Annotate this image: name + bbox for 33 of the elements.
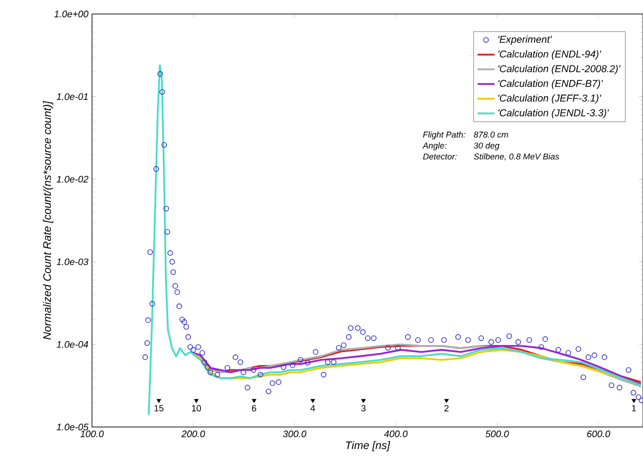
legend-label: 'Calculation (JEFF-3.1)' — [498, 94, 602, 104]
y-tick-label: 1.0e-05 — [56, 424, 89, 430]
annotation: 878.0 cm — [474, 132, 508, 138]
annotation: 1 — [632, 405, 636, 412]
x-axis-title: Time [ns] — [346, 441, 390, 452]
annotation: Flight Path: — [423, 131, 466, 140]
annotation: 30 deg — [474, 142, 500, 150]
y-tick-label: 1.0e-03 — [56, 258, 88, 266]
x-tick-label: 400.0 — [384, 430, 408, 438]
x-tick-label: 600.0 — [587, 430, 610, 438]
y-tick-label: 1.0e-04 — [56, 341, 88, 348]
annotation: 4 — [310, 405, 316, 412]
x-tick-label: 500.0 — [486, 430, 509, 438]
annotation: 2 — [444, 405, 449, 412]
annotation: Detector: — [423, 154, 457, 160]
annotation: 10 — [192, 405, 201, 412]
x-tick-label: 200.0 — [181, 430, 206, 438]
legend-label: 'Experiment' — [498, 36, 552, 45]
legend-label: 'Calculation (ENDF-B7)' — [498, 80, 603, 89]
y-axis-title: Normalized Count Rate [count/(ns*source count)] — [42, 100, 54, 340]
legend-label: 'Calculation (ENDL-94)' — [498, 50, 602, 60]
x-tick-label: 100.0 — [80, 430, 104, 438]
annotation: 15 — [154, 405, 164, 412]
y-tick-label: 1.0e-02 — [56, 176, 88, 183]
annotation: 6 — [252, 405, 256, 412]
annotation: 3 — [361, 405, 366, 412]
x-tick-label: 300.0 — [282, 430, 306, 438]
annotation: Angle: — [422, 142, 446, 150]
y-tick-label: 1.0e-01 — [56, 93, 88, 100]
y-tick-label: 1.0e+00 — [54, 10, 88, 18]
annotation: Stilbene, 0.8 MeV Bias — [474, 153, 560, 161]
legend-label: 'Calculation (JENDL-3.3)' — [498, 109, 609, 118]
legend-label: 'Calculation (ENDL-2008.2)' — [498, 64, 621, 74]
